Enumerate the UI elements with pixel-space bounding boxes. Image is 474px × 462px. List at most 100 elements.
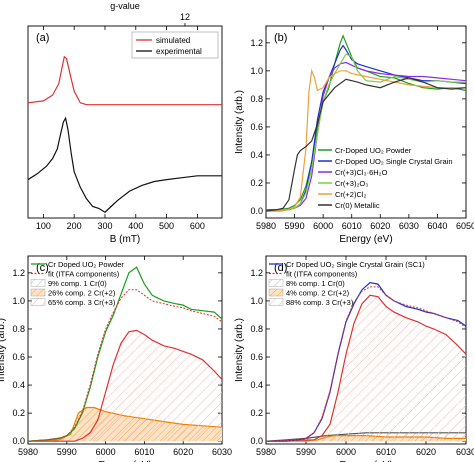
legend-swatch [30, 288, 46, 297]
legend-label: Cr(+3)₂O₃ [335, 179, 368, 188]
legend-swatch [268, 288, 284, 297]
x-tick-label: 6030 [212, 447, 232, 457]
panel-c: 5980 5990 6000 6010 6020 6030 Energy (eV) 0.0 0.… [0, 255, 232, 462]
plot-frame [265, 255, 467, 445]
y-tick-label: 0.2 [250, 408, 263, 418]
x-tick-label: 6010 [376, 447, 396, 457]
x-tick-label: 400 [128, 221, 143, 231]
plot-area [266, 282, 466, 442]
x-tick-label: 6020 [416, 447, 436, 457]
x-tick-label: 6030 [399, 221, 419, 231]
component-line [266, 294, 466, 442]
x-tick-label: 500 [159, 221, 174, 231]
legend-label: Cr(+3)Cl₃·6H₂O [335, 168, 388, 177]
y-tick-label: 0.8 [250, 324, 263, 334]
x-tick-label: 5990 [296, 447, 316, 457]
x-tick-label: 5980 [256, 221, 276, 231]
legend-label: Cr-Doped UO₂ Powder [335, 146, 412, 155]
legend-label: 65% comp. 3 Cr(+3) [48, 298, 116, 307]
y-tick-label: 0.6 [250, 352, 263, 362]
y-tick-label: 1.2 [12, 268, 25, 278]
legend-box [131, 31, 219, 59]
plot-area [266, 34, 466, 212]
y-tick-label: 1.0 [250, 66, 263, 76]
y-tick-label: 0.0 [250, 206, 263, 216]
panel-label: (d) [274, 262, 287, 274]
series-line [266, 61, 466, 212]
legend-label: 9% comp. 1 Cr(0) [48, 279, 107, 288]
panel-a: 100 200 300 400 500 600 B (mT) 12 g-value (a) simu… [27, 1, 223, 245]
panel-label: (a) [36, 32, 49, 44]
y-tick-label: 0.8 [250, 94, 263, 104]
x-tick-label: 6000 [336, 447, 356, 457]
y-axis-label: Intensity (arb.) [0, 318, 7, 382]
legend-label: Cr-Doped UO₂ Single Crystal Grain [335, 157, 453, 166]
x-tick-label: 6030 [456, 447, 474, 457]
plot-area [28, 55, 222, 213]
panel-label: (c) [36, 262, 49, 274]
legend-label: Cr Doped UO₂ Powder [48, 260, 124, 269]
y-tick-label: 0.6 [250, 122, 263, 132]
series-line [266, 53, 466, 212]
x-axis-label: Energy (eV) [98, 460, 151, 462]
legend-label: 8% comp. 1 Cr(0) [286, 279, 345, 288]
component-line [28, 329, 222, 442]
component-area [266, 295, 466, 442]
y-tick-label: 0.4 [12, 380, 25, 390]
g-value-tick-label: 12 [180, 12, 190, 22]
panel-label: (b) [274, 32, 287, 44]
y-tick-label: 0.4 [250, 150, 263, 160]
x-tick-label: 300 [97, 221, 112, 231]
series-line [266, 68, 466, 212]
x-tick-label: 6040 [427, 221, 447, 231]
legend-label: fit (ITFA components) [48, 270, 120, 279]
y-tick-label: 0.6 [12, 352, 25, 362]
plot-area [28, 266, 222, 442]
x-tick-label: 6000 [313, 221, 333, 231]
plot-frame [27, 255, 223, 445]
y-tick-label: 1.0 [250, 296, 263, 306]
legend-label: simulated [156, 36, 190, 45]
y-axis-label: Intensity (arb.) [234, 318, 245, 382]
plot-frame [265, 25, 467, 219]
legend-swatch [268, 298, 284, 306]
x-axis-label: Energy (eV) [339, 234, 392, 245]
panel-b: 5980 5990 6000 6010 6020 6030 6040 6050 Energy (… [234, 25, 474, 245]
y-axis-label: Intensity (arb.) [234, 90, 245, 154]
y-tick-label: 1.2 [250, 268, 263, 278]
x-tick-label: 5990 [57, 447, 77, 457]
x-tick-label: 5990 [285, 221, 305, 231]
legend-label: fit (ITFA components) [286, 270, 358, 279]
series-line [28, 266, 222, 442]
x-tick-label: 6020 [370, 221, 390, 231]
legend-label: experimental [156, 47, 202, 56]
y-tick-label: 0.8 [12, 324, 25, 334]
panel-d: 5980 5990 6000 6010 6020 6030 Energy (eV) 0.0 0.… [234, 255, 474, 462]
x-axis-label: B (mT) [110, 234, 141, 245]
legend-label: 88% comp. 3 Cr(+3) [286, 298, 354, 307]
g-value-axis-label: g-value [110, 1, 140, 11]
series-line [266, 34, 466, 211]
series-line [28, 55, 222, 106]
x-tick-label: 100 [36, 221, 51, 231]
x-tick-label: 600 [190, 221, 205, 231]
legend-label: Cr(+2)Cl₂ [335, 190, 367, 199]
y-tick-label: 0.2 [250, 178, 263, 188]
legend-label: 4% comp. 2 Cr(+2) [286, 289, 350, 298]
series-line [266, 282, 466, 442]
x-tick-label: 6010 [134, 447, 154, 457]
y-tick-label: 1.2 [250, 38, 263, 48]
series-line [28, 289, 222, 442]
legend-swatch [268, 279, 284, 287]
legend-swatch [30, 279, 46, 287]
y-tick-label: 0.4 [250, 380, 263, 390]
series-line [28, 116, 222, 213]
y-tick-label: 0.2 [12, 408, 25, 418]
x-tick-label: 6010 [342, 221, 362, 231]
y-tick-label: 1.0 [12, 296, 25, 306]
x-axis-label: Energy (eV) [339, 460, 392, 462]
x-tick-label: 5980 [256, 447, 276, 457]
y-tick-label: 0.0 [12, 436, 25, 446]
x-tick-label: 6050 [456, 221, 474, 231]
